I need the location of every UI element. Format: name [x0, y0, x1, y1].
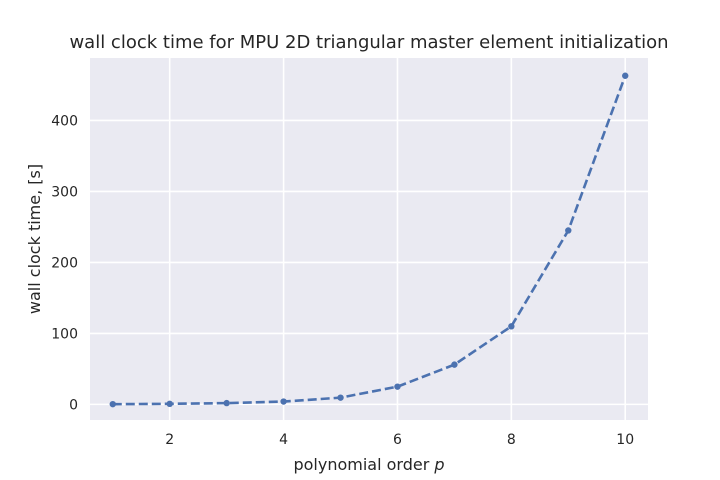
- x-axis-label: polynomial order p: [293, 455, 444, 474]
- data-point: [223, 399, 230, 407]
- y-tick-label: 100: [51, 326, 78, 342]
- data-point: [166, 400, 173, 408]
- y-tick-label: 200: [51, 255, 78, 271]
- chart-title: wall clock time for MPU 2D triangular ma…: [69, 32, 668, 53]
- x-tick-label: 4: [279, 432, 288, 448]
- y-tick-label: 400: [51, 113, 78, 129]
- x-tick-label: 8: [507, 432, 516, 448]
- series-line: [112, 75, 627, 406]
- series-layer: [109, 72, 629, 408]
- x-axis-variable: p: [433, 455, 444, 474]
- x-tick-label: 2: [165, 432, 174, 448]
- data-point: [109, 400, 116, 408]
- x-axis-label-text: polynomial order: [293, 455, 429, 474]
- y-tick-label: 300: [51, 184, 78, 200]
- y-tick-label: 0: [69, 397, 78, 413]
- data-point: [622, 72, 629, 79]
- data-point: [280, 398, 287, 405]
- x-tick-label: 10: [616, 432, 634, 448]
- data-point: [337, 394, 344, 401]
- data-point: [451, 361, 458, 368]
- x-tick-label: 6: [393, 432, 402, 448]
- plot-area: [90, 58, 648, 420]
- data-point: [394, 383, 401, 390]
- data-point: [508, 323, 515, 330]
- y-axis-label: wall clock time, [s]: [25, 164, 44, 314]
- data-point: [565, 227, 572, 234]
